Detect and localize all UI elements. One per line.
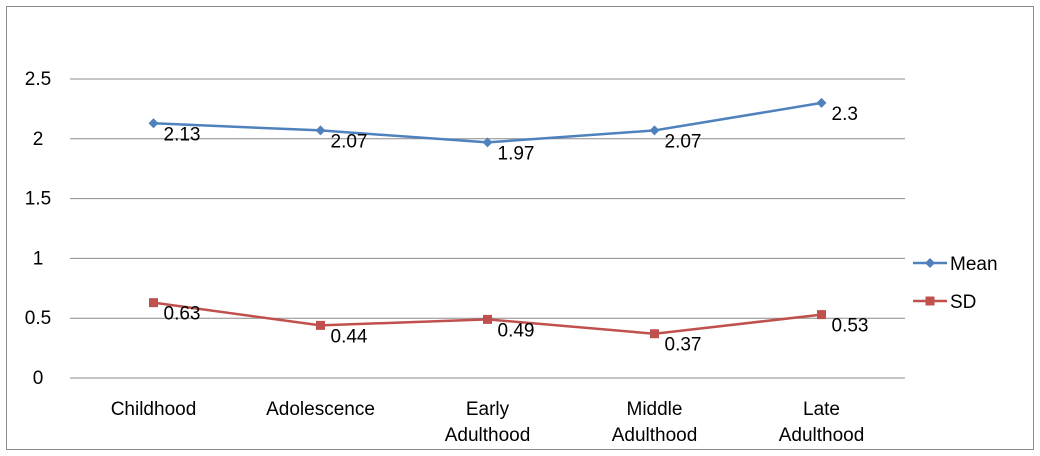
legend-label: Mean [950,254,998,275]
data-label: 0.44 [331,326,368,347]
x-tick-label: Adulthood [445,425,531,446]
x-tick-label: Childhood [111,399,197,420]
data-point [650,329,659,339]
y-tick-label: 2.5 [25,69,51,90]
data-point [483,314,492,324]
series-line-mean [153,101,822,144]
y-tick-label: 1 [33,248,44,269]
legend-marker [925,258,935,268]
data-point [482,137,493,148]
y-tick-label: 0.5 [25,308,51,329]
x-tick-label: Middle [627,399,683,420]
data-label: 0.53 [832,316,869,337]
y-tick-label: 2 [33,129,44,150]
data-label: 0.49 [498,320,535,341]
data-label: 2.07 [665,131,702,152]
x-tick-label: Adulthood [612,425,698,446]
legend-marker [925,296,935,306]
y-tick-label: 1.5 [25,189,51,210]
data-label: 1.97 [498,143,535,164]
legend-label: SD [950,292,976,313]
data-point [315,125,326,136]
x-tick-label: Adolescence [266,399,375,420]
data-label: 2.07 [331,131,368,152]
data-label: 0.37 [665,335,702,356]
data-point [316,320,325,330]
data-point [817,310,826,320]
y-tick-label: 0 [33,368,44,389]
data-point [148,118,159,129]
data-label: 2.3 [832,104,858,125]
x-tick-label: Early [466,399,510,420]
x-tick-label: Late [803,399,840,420]
data-label: 0.63 [164,304,201,325]
line-chart: 0 0.5 1 1.5 2 2.5 Childhood Adolescence Early Adu… [25,69,998,446]
data-point [649,125,660,136]
data-label: 2.13 [164,124,201,145]
data-point [149,298,158,308]
data-point [816,97,827,108]
x-tick-label: Adulthood [779,425,865,446]
chart-frame: 0 0.5 1 1.5 2 2.5 Childhood Adolescence Early Adu… [6,6,1034,450]
